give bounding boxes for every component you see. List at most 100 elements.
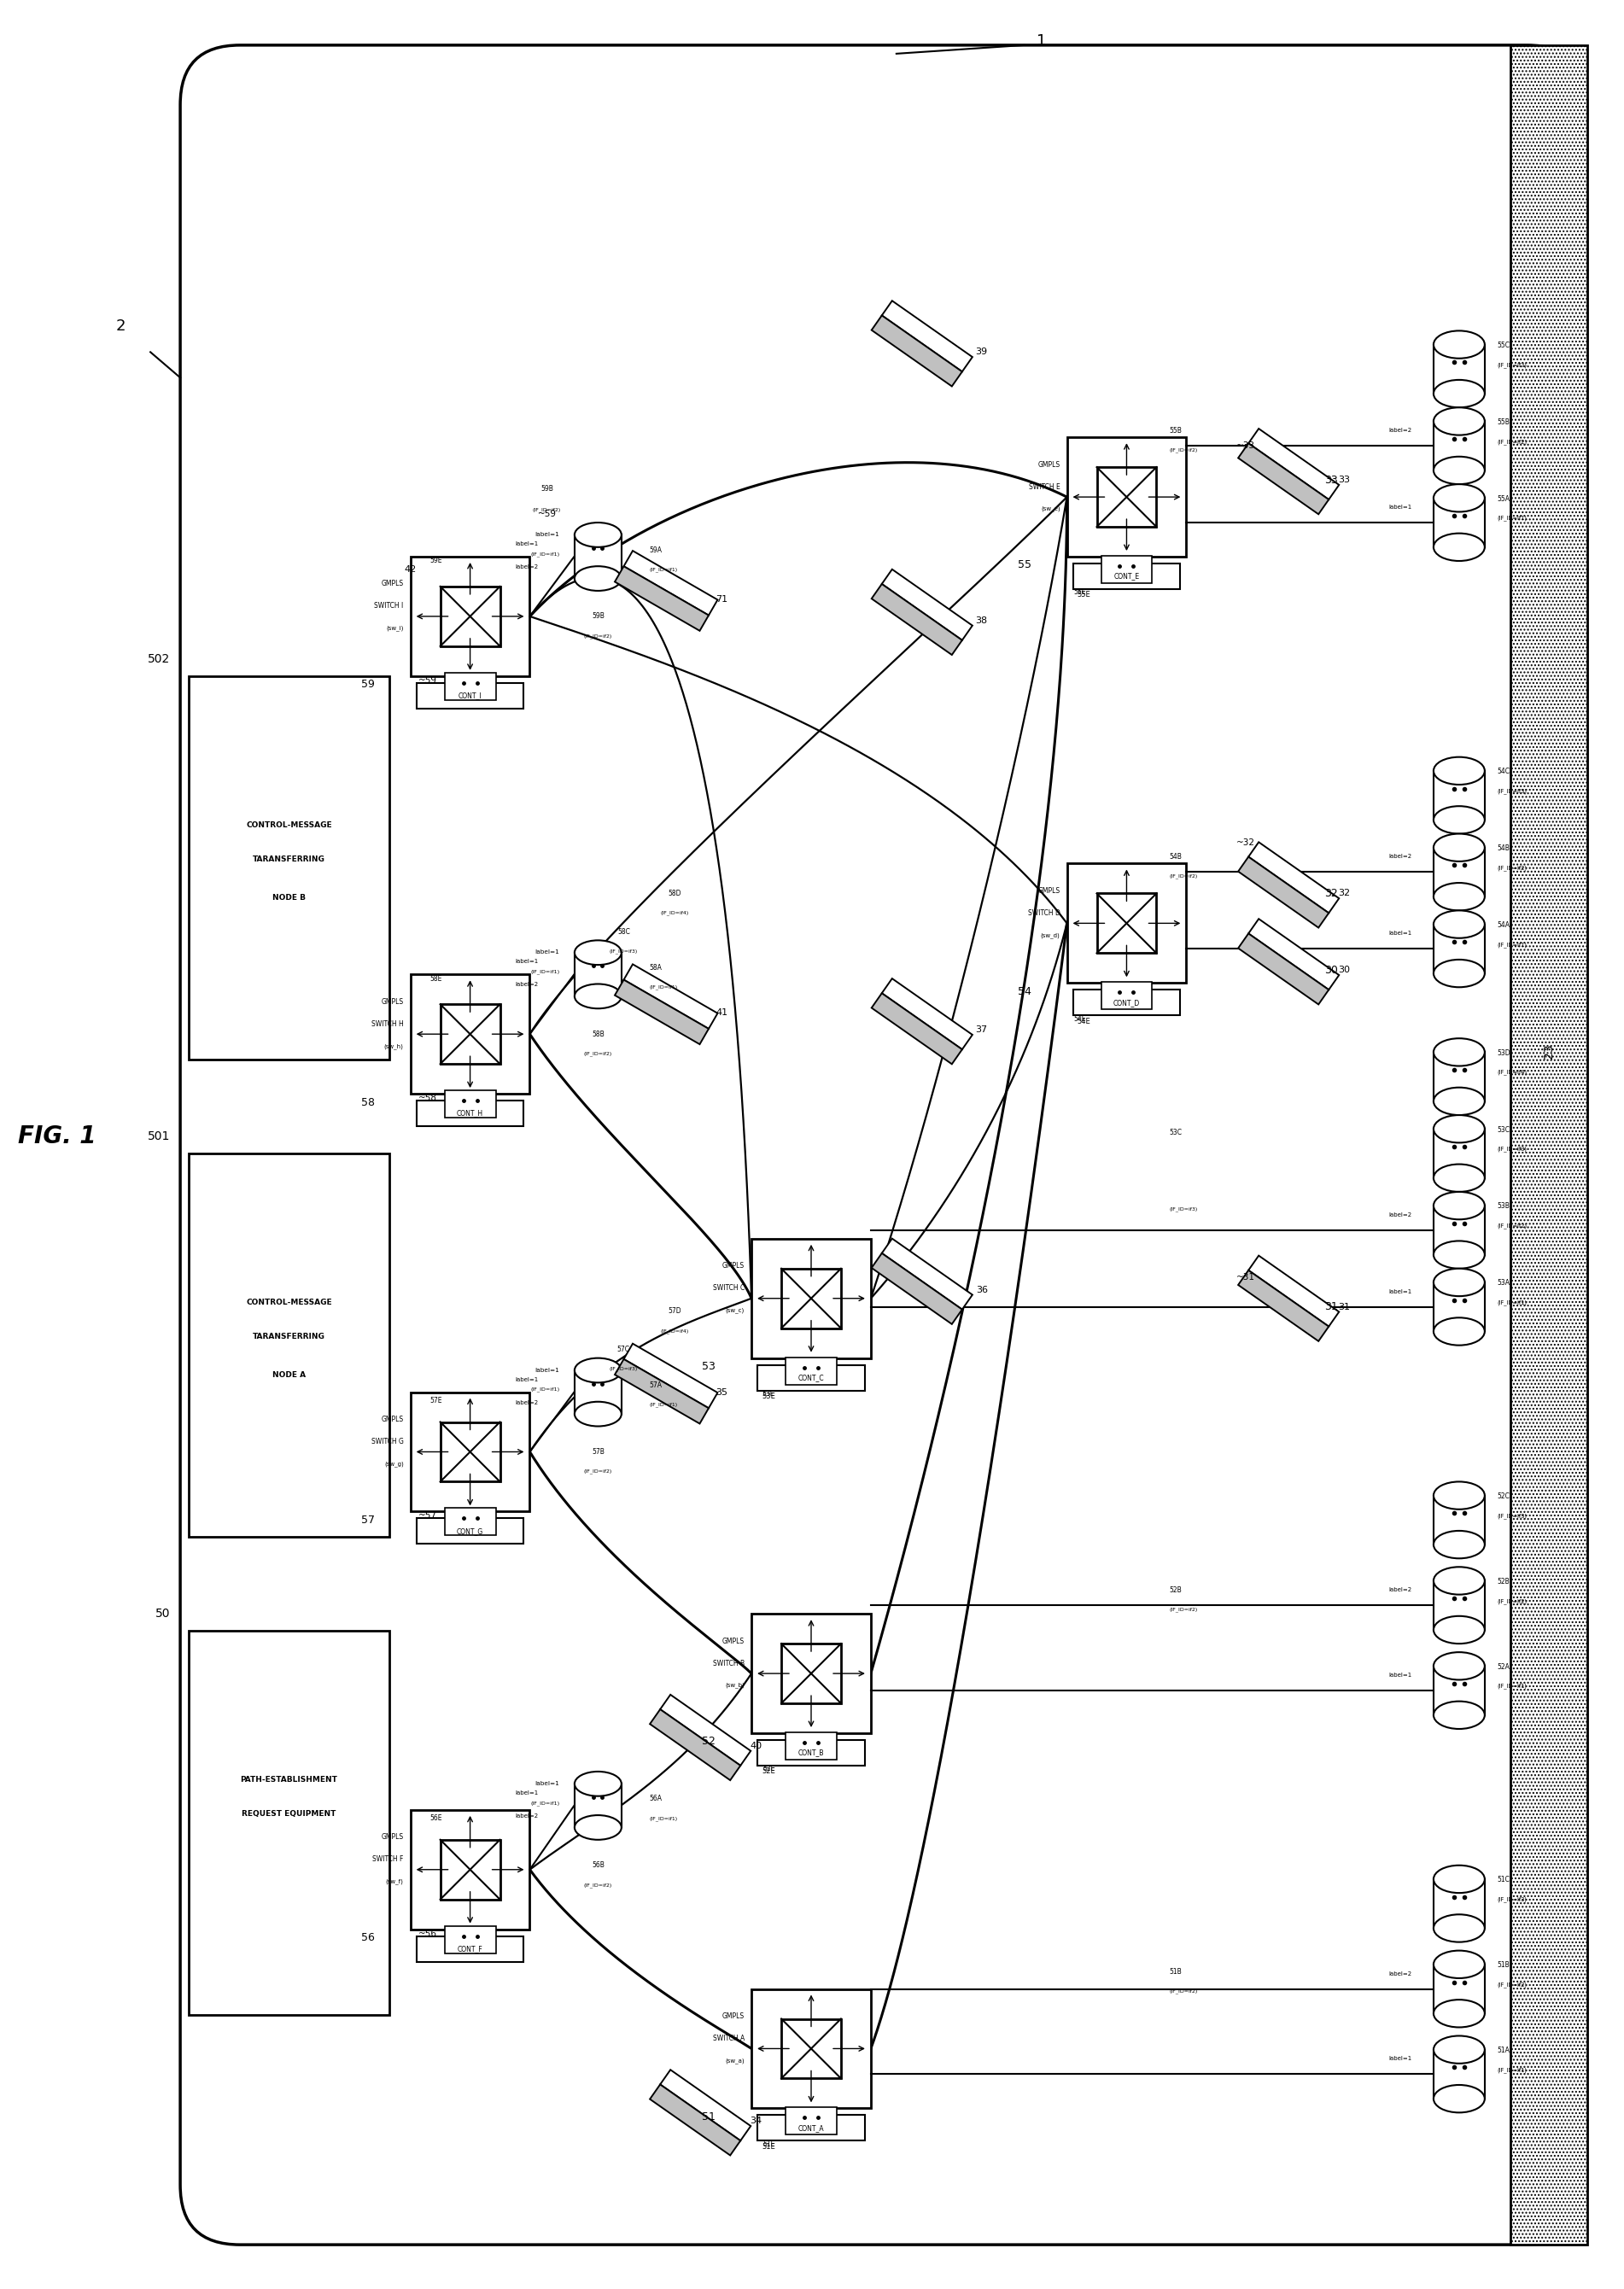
Text: 34: 34	[750, 2117, 762, 2126]
Bar	[1067, 437, 1186, 556]
Text: 40: 40	[750, 1742, 762, 1751]
Text: CONT_I: CONT_I	[458, 691, 482, 700]
Ellipse shape	[1434, 2085, 1484, 2113]
Text: 51E: 51E	[762, 2140, 775, 2147]
Bar	[411, 1392, 529, 1511]
Text: GMPLS: GMPLS	[382, 1833, 404, 1840]
Bar	[781, 1268, 841, 1328]
Bar	[1237, 856, 1328, 927]
Ellipse shape	[1434, 330, 1484, 359]
Text: 54B: 54B	[1169, 854, 1182, 861]
Text: (IF_ID=if3): (IF_ID=if3)	[1497, 362, 1527, 369]
Bar	[1101, 982, 1151, 1009]
Bar	[757, 2115, 866, 2140]
Text: 57A: 57A	[650, 1383, 663, 1389]
Text: 58D: 58D	[667, 890, 682, 897]
Text: NODE B: NODE B	[273, 893, 305, 902]
Bar	[575, 952, 622, 996]
Text: 58A: 58A	[650, 964, 663, 971]
Text: TARANSFERRING: TARANSFERRING	[253, 856, 325, 863]
Text: label=2: label=2	[1389, 428, 1413, 433]
Bar	[1434, 1495, 1484, 1545]
Text: 51: 51	[702, 2110, 716, 2122]
Text: (IF_ID=if1): (IF_ID=if1)	[1497, 1682, 1527, 1689]
Text: (IF_ID=if1): (IF_ID=if1)	[650, 568, 677, 572]
Text: (IF_ID=if2): (IF_ID=if2)	[1497, 865, 1528, 870]
Text: (IF_ID=if2): (IF_ID=if2)	[1169, 449, 1197, 453]
Text: GMPLS: GMPLS	[723, 2012, 745, 2021]
Text: 57D: 57D	[667, 1307, 682, 1314]
Bar	[659, 2069, 750, 2140]
Ellipse shape	[1434, 1616, 1484, 1644]
Text: 56: 56	[361, 1932, 375, 1943]
Text: 58C: 58C	[617, 927, 630, 936]
Bar	[1434, 1666, 1484, 1714]
Text: 52B: 52B	[1497, 1577, 1510, 1586]
Ellipse shape	[1434, 533, 1484, 561]
Bar	[1434, 346, 1484, 394]
Bar	[1249, 918, 1340, 989]
Ellipse shape	[1434, 884, 1484, 911]
Text: (IF_ID=if3): (IF_ID=if3)	[1169, 1206, 1197, 1211]
Bar	[1101, 556, 1151, 584]
Text: (IF_ID=if2): (IF_ID=if2)	[583, 634, 612, 639]
Bar	[650, 1710, 741, 1781]
Text: 55C: 55C	[1497, 341, 1510, 350]
Bar	[440, 586, 500, 645]
Ellipse shape	[1434, 833, 1484, 861]
Text: label=2: label=2	[1389, 1213, 1413, 1218]
Text: FIG. 1: FIG. 1	[18, 1124, 96, 1149]
Text: 56E: 56E	[430, 1815, 442, 1822]
Text: (IF_ID=if3): (IF_ID=if3)	[609, 1367, 638, 1371]
Text: 53E: 53E	[762, 1389, 775, 1399]
Text: ~57: ~57	[417, 1511, 437, 1520]
Text: 51A: 51A	[1497, 2046, 1510, 2053]
Text: (IF_ID=if3): (IF_ID=if3)	[609, 950, 638, 955]
Text: label=2: label=2	[1389, 1586, 1413, 1593]
Text: label=1: label=1	[534, 1781, 560, 1785]
Bar	[1237, 1270, 1328, 1341]
Text: (sw_f): (sw_f)	[387, 1879, 404, 1884]
Ellipse shape	[575, 522, 622, 547]
Text: (IF_ID=if1): (IF_ID=if1)	[1497, 2067, 1527, 2074]
Bar	[1434, 771, 1484, 819]
Text: 31: 31	[1338, 1302, 1350, 1312]
Text: 55E: 55E	[1077, 591, 1091, 600]
Text: 30: 30	[1338, 966, 1350, 975]
Text: 31: 31	[1325, 1302, 1338, 1312]
Text: 35: 35	[716, 1387, 728, 1396]
Text: 41: 41	[716, 1009, 728, 1016]
Bar	[624, 552, 718, 616]
Ellipse shape	[1434, 1531, 1484, 1559]
Text: SWITCH I: SWITCH I	[375, 602, 404, 609]
Text: GMPLS: GMPLS	[382, 998, 404, 1005]
Bar	[1434, 1053, 1484, 1101]
Ellipse shape	[1434, 959, 1484, 987]
Bar	[1434, 421, 1484, 472]
FancyBboxPatch shape	[180, 46, 1587, 2246]
Bar	[624, 1344, 718, 1408]
Bar	[188, 1154, 390, 1538]
Bar	[1434, 2049, 1484, 2099]
Bar	[882, 1238, 973, 1309]
Bar	[872, 584, 961, 655]
Bar	[445, 1090, 495, 1117]
Bar	[781, 2019, 841, 2078]
Bar	[1096, 467, 1156, 526]
Ellipse shape	[1434, 1866, 1484, 1893]
Ellipse shape	[575, 984, 622, 1009]
Text: CONT_E: CONT_E	[1114, 572, 1140, 579]
Ellipse shape	[575, 941, 622, 966]
Ellipse shape	[1434, 1165, 1484, 1193]
Ellipse shape	[1434, 2001, 1484, 2028]
Bar	[411, 1811, 529, 1930]
Bar	[416, 1518, 525, 1543]
Text: 51B: 51B	[1169, 1969, 1182, 1975]
Bar	[411, 556, 529, 675]
Text: SWITCH C: SWITCH C	[713, 1284, 745, 1291]
Text: (IF_ID=if1): (IF_ID=if1)	[531, 552, 560, 556]
Ellipse shape	[1434, 1914, 1484, 1941]
Text: label=1: label=1	[534, 950, 560, 955]
Text: 501: 501	[148, 1131, 171, 1142]
Text: GMPLS: GMPLS	[723, 1637, 745, 1646]
